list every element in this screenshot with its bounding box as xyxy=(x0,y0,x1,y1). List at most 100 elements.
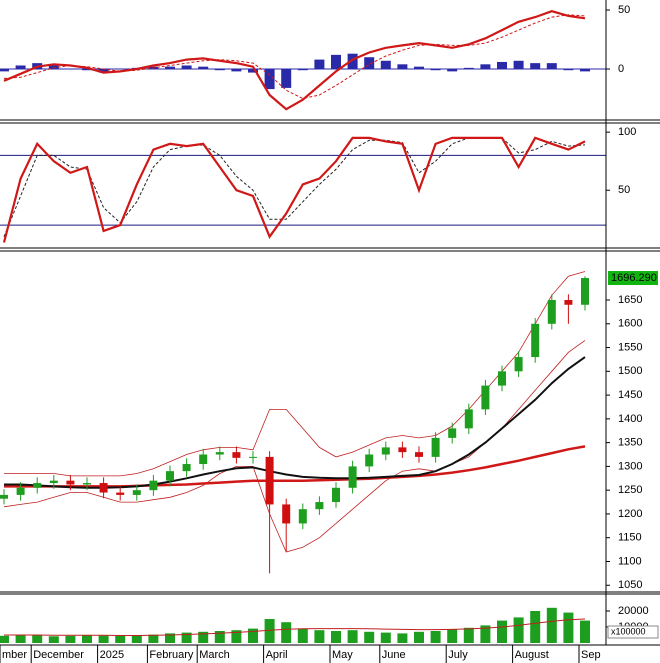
x-tick-label: August xyxy=(515,649,549,661)
volume-bar xyxy=(98,635,109,643)
x-tick-label: April xyxy=(266,649,288,661)
y-tick-label: 1050 xyxy=(618,579,642,591)
candle-body xyxy=(66,480,75,485)
y-tick-label: 100 xyxy=(618,126,636,138)
volume-bar xyxy=(463,627,474,643)
volume-bar xyxy=(248,628,258,643)
histogram-bar xyxy=(165,66,175,70)
panel: 50 100 xyxy=(0,126,660,249)
y-tick-label: 1650 xyxy=(618,294,642,306)
volume-bar xyxy=(82,635,92,643)
candle-body xyxy=(564,300,573,305)
volume-bar xyxy=(65,635,76,643)
x-tick-label: December xyxy=(33,649,84,661)
last-price-label: 1696.290 xyxy=(611,272,657,284)
volume-bar xyxy=(580,620,590,643)
histogram-bar xyxy=(281,69,292,88)
panel: 0 50 xyxy=(0,4,660,121)
y-tick-label: 50 xyxy=(618,184,630,196)
candle-body xyxy=(448,428,457,438)
volume-bar xyxy=(530,611,541,643)
candle-body xyxy=(581,278,589,305)
candle-body xyxy=(33,483,42,488)
volume-bar xyxy=(148,634,159,643)
histogram-bar xyxy=(198,66,209,70)
candle-body xyxy=(0,494,8,499)
histogram-bar xyxy=(463,67,474,70)
candle-body xyxy=(531,323,540,358)
histogram-bar xyxy=(297,69,308,71)
volume-bar xyxy=(447,629,458,643)
histogram-bar xyxy=(364,57,375,70)
histogram-bar xyxy=(546,63,557,70)
histogram-bar xyxy=(580,69,590,72)
volume-bar xyxy=(48,636,59,643)
volume-bar xyxy=(380,632,391,643)
y-tick-label: 1350 xyxy=(618,437,642,449)
candle-body xyxy=(149,480,158,491)
histogram-bar xyxy=(380,60,391,70)
x-tick-label: March xyxy=(199,649,230,661)
volume-bar xyxy=(131,635,142,643)
candle-body xyxy=(298,509,307,524)
series-line xyxy=(3,10,586,111)
y-tick-label: 1600 xyxy=(618,318,642,330)
x-tick-label: May xyxy=(332,649,353,661)
series-line xyxy=(4,618,586,636)
histogram-bar xyxy=(314,59,325,70)
volume-bar xyxy=(115,635,126,643)
candle-body xyxy=(116,492,125,495)
y-tick-label: 0 xyxy=(618,63,624,75)
x-tick-label: February xyxy=(149,649,194,661)
candle-body xyxy=(199,454,208,465)
y-tick-label: 1200 xyxy=(618,508,642,520)
candle-body xyxy=(182,464,191,472)
last-price-box xyxy=(608,271,658,286)
candle-body xyxy=(49,480,58,484)
volume-bar xyxy=(0,635,9,643)
candle-body xyxy=(16,487,25,495)
volume-bar xyxy=(181,632,192,643)
histogram-bar xyxy=(414,66,424,70)
volume-bar xyxy=(364,631,375,643)
x-tick-label: Sep xyxy=(581,649,601,661)
histogram-bar xyxy=(214,69,225,71)
y-tick-label: 1150 xyxy=(618,532,642,544)
histogram-bar xyxy=(0,69,9,72)
candle-body xyxy=(166,471,174,481)
candle-body xyxy=(83,483,91,485)
candle-body xyxy=(415,452,423,457)
candle-body xyxy=(315,502,324,510)
histogram-bar xyxy=(447,69,458,72)
histogram-bar xyxy=(248,69,258,73)
candle-body xyxy=(365,454,374,467)
volume-bar xyxy=(198,631,209,643)
candle-body xyxy=(481,385,490,410)
histogram-bar xyxy=(331,54,341,70)
volume-bar xyxy=(32,635,43,643)
candle-body xyxy=(547,300,556,324)
histogram-bar xyxy=(347,53,358,70)
panel: 1000020000x100000mberDecember2025Februar… xyxy=(0,605,660,663)
y-tick-label: 1300 xyxy=(618,460,642,472)
candle-body xyxy=(99,483,108,493)
y-tick-label: 1550 xyxy=(618,341,642,353)
histogram-bar xyxy=(48,65,59,70)
histogram-bar xyxy=(231,69,242,72)
candle-body xyxy=(514,357,523,372)
volume-bar xyxy=(497,620,507,643)
volume-bar xyxy=(397,633,408,643)
x-tick-label: mber xyxy=(2,649,27,661)
volume-bar xyxy=(546,607,557,643)
candle-body xyxy=(132,490,141,495)
candle-body xyxy=(348,466,357,488)
candle-body xyxy=(215,452,224,455)
y-tick-label: 1400 xyxy=(618,413,642,425)
candle-body xyxy=(381,447,390,455)
histogram-bar xyxy=(530,63,541,70)
y-tick-label: 1100 xyxy=(618,555,642,567)
y-tick-label: 1250 xyxy=(618,484,642,496)
volume-bar xyxy=(331,631,341,643)
candle-body xyxy=(464,409,473,429)
